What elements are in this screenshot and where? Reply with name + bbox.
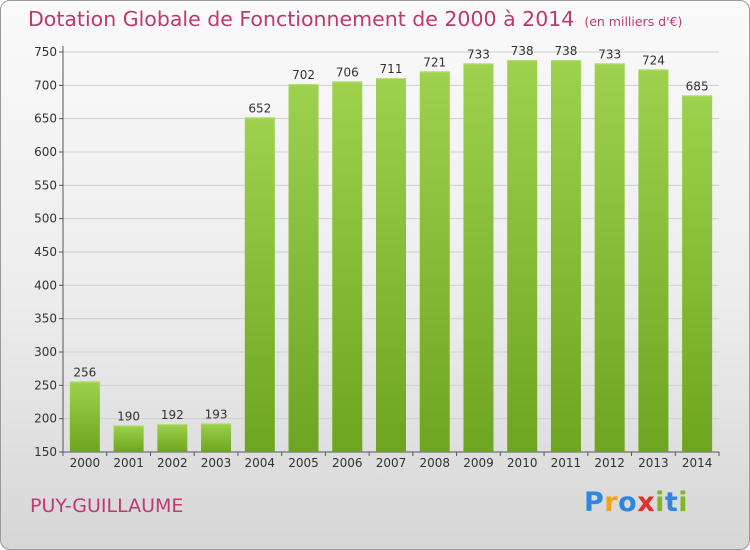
data-label: 685 xyxy=(686,79,709,93)
data-label: 706 xyxy=(336,65,359,79)
y-tick-label: 450 xyxy=(34,245,57,259)
data-label: 652 xyxy=(248,101,271,115)
data-labels: 256 190 192 193 652 702 706 711 721 733 738 738 733 7… xyxy=(73,44,708,423)
proxiti-logo: Proxiti xyxy=(584,487,688,518)
logo-letter: i xyxy=(678,487,689,518)
bar-2004 xyxy=(244,117,275,452)
logo-letter: r xyxy=(604,487,619,518)
x-tick-label: 2003 xyxy=(201,456,232,470)
logo-letter: P xyxy=(584,487,605,518)
x-tick-label: 2012 xyxy=(594,456,625,470)
data-label: 724 xyxy=(642,53,665,67)
y-tick-label: 650 xyxy=(34,112,57,126)
data-label: 738 xyxy=(511,44,534,58)
bar-2011 xyxy=(550,60,581,452)
x-tick-label: 2009 xyxy=(463,456,494,470)
data-label: 733 xyxy=(467,47,490,61)
y-tick-label: 400 xyxy=(34,278,57,292)
x-tick-label: 2000 xyxy=(70,456,101,470)
x-tick-label: 2007 xyxy=(376,456,407,470)
bar-2010 xyxy=(507,60,538,452)
chart-unit-note: (en milliers d'€) xyxy=(584,14,683,29)
y-tick-label: 300 xyxy=(34,345,57,359)
data-label: 193 xyxy=(205,407,228,421)
y-axis-ticks: 150 200 250 300 350 400 450 500 550 600 650 700 750 xyxy=(34,45,63,459)
y-tick-label: 600 xyxy=(34,145,57,159)
y-tick-label: 250 xyxy=(34,378,57,392)
x-axis-ticks: 2000 2001 2002 2003 2004 2005 2006 2007 2008 2009… xyxy=(62,452,720,470)
bar-2009 xyxy=(463,63,494,452)
chart-title: Dotation Globale de Fonctionnement de 20… xyxy=(28,7,682,31)
bar-2006 xyxy=(332,81,363,452)
bars xyxy=(69,60,713,452)
commune-name: PUY-GUILLAUME xyxy=(30,495,184,517)
data-label: 190 xyxy=(117,409,140,423)
bar-2014 xyxy=(682,95,713,452)
bar-2013 xyxy=(638,69,669,452)
data-label: 721 xyxy=(423,55,446,69)
logo-letter: i xyxy=(655,487,665,518)
x-tick-label: 2014 xyxy=(682,456,713,470)
x-tick-label: 2008 xyxy=(419,456,450,470)
x-tick-label: 2010 xyxy=(507,456,538,470)
data-label: 702 xyxy=(292,68,315,82)
y-tick-label: 750 xyxy=(34,45,57,59)
x-tick-label: 2005 xyxy=(288,456,319,470)
bar-2001 xyxy=(113,425,144,452)
data-label: 711 xyxy=(380,62,403,76)
logo-letter: o xyxy=(618,487,638,518)
chart-title-text: Dotation Globale de Fonctionnement de 20… xyxy=(28,7,575,31)
x-tick-label: 2004 xyxy=(245,456,276,470)
bar-2012 xyxy=(594,63,625,452)
y-tick-label: 200 xyxy=(34,412,57,426)
y-tick-label: 350 xyxy=(34,312,57,326)
y-tick-label: 550 xyxy=(34,178,57,192)
logo-letter: x xyxy=(637,487,656,518)
y-tick-label: 700 xyxy=(34,78,57,92)
bar-2003 xyxy=(201,423,232,452)
bar-2000 xyxy=(69,381,100,452)
x-tick-label: 2011 xyxy=(551,456,582,470)
data-label: 192 xyxy=(161,408,184,422)
bar-2007 xyxy=(376,78,406,452)
x-tick-label: 2006 xyxy=(332,456,363,470)
x-tick-label: 2001 xyxy=(113,456,144,470)
bar-2008 xyxy=(419,71,450,452)
bar-2005 xyxy=(288,84,319,452)
x-tick-label: 2013 xyxy=(638,456,669,470)
y-tick-label: 150 xyxy=(34,445,57,459)
data-label: 256 xyxy=(73,365,96,379)
data-label: 738 xyxy=(554,44,577,58)
x-tick-label: 2002 xyxy=(157,456,188,470)
y-tick-label: 500 xyxy=(34,212,57,226)
bar-2002 xyxy=(157,424,188,452)
data-label: 733 xyxy=(598,47,621,61)
logo-letter: t xyxy=(664,487,679,518)
